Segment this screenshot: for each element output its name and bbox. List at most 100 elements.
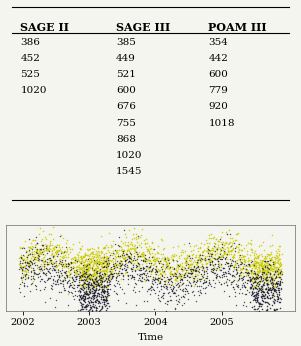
Point: [90, 303, 95, 309]
Point: [233, 248, 238, 254]
Point: [83, 259, 88, 264]
Point: [129, 254, 133, 260]
Point: [131, 254, 136, 259]
Point: [256, 294, 261, 300]
Point: [26, 252, 31, 257]
Point: [24, 248, 29, 254]
Point: [178, 275, 182, 281]
Point: [172, 290, 176, 296]
Point: [82, 311, 87, 317]
Point: [52, 247, 57, 252]
Point: [37, 270, 42, 275]
Point: [54, 272, 59, 277]
Point: [177, 277, 182, 283]
Point: [95, 300, 100, 306]
Point: [234, 260, 238, 266]
Point: [188, 281, 192, 286]
Point: [82, 280, 87, 286]
Point: [215, 250, 220, 256]
Point: [69, 284, 74, 289]
Point: [97, 286, 101, 292]
Point: [101, 244, 106, 250]
Point: [182, 301, 187, 306]
Point: [79, 303, 84, 308]
X-axis label: Time: Time: [138, 333, 163, 342]
Point: [227, 277, 231, 283]
Point: [71, 265, 76, 270]
Point: [267, 253, 272, 258]
Point: [244, 278, 249, 283]
Point: [97, 298, 102, 303]
Point: [106, 263, 110, 269]
Point: [78, 256, 83, 262]
Point: [105, 276, 110, 282]
Point: [18, 262, 23, 268]
Point: [133, 280, 138, 286]
Point: [141, 257, 146, 263]
Point: [278, 262, 283, 267]
Point: [252, 258, 257, 264]
Point: [236, 284, 240, 290]
Point: [222, 249, 227, 254]
Point: [219, 247, 224, 253]
Point: [91, 279, 96, 285]
Point: [267, 244, 272, 249]
Text: 525: 525: [20, 70, 40, 79]
Point: [85, 273, 90, 278]
Point: [256, 268, 261, 274]
Point: [272, 281, 276, 286]
Point: [28, 251, 33, 257]
Point: [274, 280, 279, 285]
Point: [146, 273, 150, 279]
Point: [189, 262, 194, 267]
Point: [276, 266, 281, 272]
Point: [257, 260, 262, 265]
Point: [79, 286, 84, 291]
Point: [23, 276, 28, 282]
Point: [102, 301, 107, 307]
Point: [221, 251, 226, 257]
Point: [98, 273, 103, 278]
Point: [148, 284, 153, 289]
Point: [104, 263, 109, 268]
Point: [53, 256, 57, 262]
Point: [118, 245, 123, 250]
Point: [153, 275, 157, 281]
Point: [181, 274, 185, 279]
Point: [74, 258, 79, 264]
Point: [210, 258, 215, 264]
Point: [122, 247, 126, 253]
Point: [259, 306, 264, 312]
Point: [139, 265, 144, 271]
Point: [97, 273, 102, 279]
Point: [130, 231, 135, 237]
Point: [203, 264, 208, 270]
Point: [231, 240, 236, 246]
Point: [133, 245, 138, 251]
Point: [93, 312, 98, 318]
Point: [45, 247, 50, 253]
Point: [218, 240, 223, 245]
Point: [216, 242, 221, 248]
Point: [152, 266, 157, 272]
Point: [106, 258, 110, 264]
Point: [96, 245, 101, 251]
Point: [278, 271, 282, 276]
Point: [136, 242, 141, 247]
Point: [71, 260, 76, 265]
Point: [268, 265, 273, 271]
Point: [50, 262, 54, 267]
Point: [110, 271, 114, 277]
Point: [240, 271, 245, 276]
Point: [255, 292, 260, 298]
Point: [79, 273, 84, 278]
Point: [152, 274, 157, 280]
Point: [79, 284, 84, 290]
Point: [29, 261, 34, 267]
Point: [278, 267, 283, 273]
Point: [29, 245, 34, 251]
Point: [99, 259, 104, 264]
Point: [28, 244, 33, 250]
Point: [192, 263, 197, 269]
Point: [73, 273, 78, 279]
